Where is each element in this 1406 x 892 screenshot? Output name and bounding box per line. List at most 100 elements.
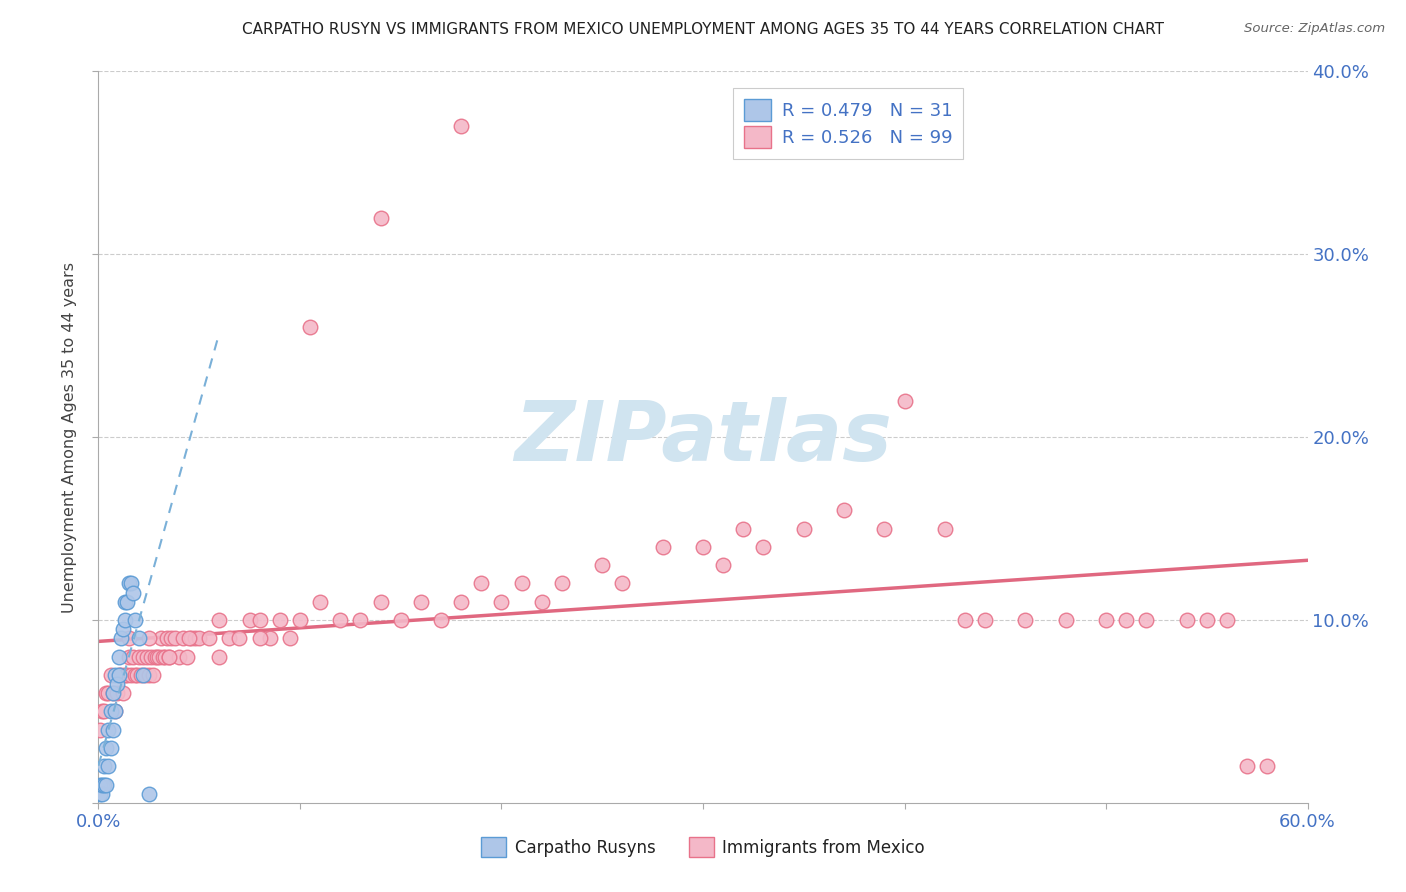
Point xyxy=(172,632,194,646)
Point xyxy=(269,613,291,627)
Point xyxy=(138,632,160,646)
Point xyxy=(128,649,150,664)
Point xyxy=(114,594,136,608)
Point xyxy=(149,632,172,646)
Point xyxy=(733,521,755,535)
Point xyxy=(97,686,120,700)
Point xyxy=(114,613,136,627)
Point xyxy=(146,649,169,664)
Point xyxy=(124,613,146,627)
Point xyxy=(118,649,141,664)
Point xyxy=(1195,613,1218,627)
Point xyxy=(299,320,322,334)
Point xyxy=(148,649,170,664)
Point xyxy=(101,686,124,700)
Point xyxy=(1236,759,1258,773)
Point xyxy=(278,632,301,646)
Point xyxy=(91,705,114,719)
Point xyxy=(873,521,896,535)
Point xyxy=(450,120,472,134)
Point xyxy=(121,649,143,664)
Point xyxy=(153,649,176,664)
Point xyxy=(89,778,111,792)
Point xyxy=(134,667,156,681)
Point xyxy=(1054,613,1077,627)
Point xyxy=(228,632,250,646)
Point xyxy=(208,649,231,664)
Point xyxy=(100,740,122,755)
Point xyxy=(93,759,115,773)
Point xyxy=(110,667,132,681)
Point xyxy=(176,649,198,664)
Point xyxy=(389,613,412,627)
Point xyxy=(752,540,775,554)
Y-axis label: Unemployment Among Ages 35 to 44 years: Unemployment Among Ages 35 to 44 years xyxy=(62,261,77,613)
Point xyxy=(103,705,125,719)
Point xyxy=(107,667,129,681)
Point xyxy=(132,667,155,681)
Point xyxy=(974,613,997,627)
Point xyxy=(103,705,125,719)
Point xyxy=(370,211,392,225)
Point xyxy=(111,686,134,700)
Text: ZIPatlas: ZIPatlas xyxy=(515,397,891,477)
Point xyxy=(349,613,371,627)
Point xyxy=(651,540,673,554)
Point xyxy=(218,632,240,646)
Point xyxy=(163,632,186,646)
Point xyxy=(89,787,111,801)
Text: Source: ZipAtlas.com: Source: ZipAtlas.com xyxy=(1244,22,1385,36)
Point xyxy=(138,787,160,801)
Point xyxy=(893,393,915,408)
Point xyxy=(288,613,311,627)
Point xyxy=(96,778,118,792)
Point xyxy=(249,613,271,627)
Point xyxy=(156,632,179,646)
Point xyxy=(711,558,734,573)
Point xyxy=(591,558,613,573)
Point xyxy=(121,585,143,599)
Point xyxy=(132,649,155,664)
Point xyxy=(612,576,634,591)
Point xyxy=(1095,613,1118,627)
Point xyxy=(184,632,207,646)
Point xyxy=(103,667,125,681)
Point xyxy=(101,723,124,737)
Point xyxy=(97,759,120,773)
Point xyxy=(370,594,392,608)
Point xyxy=(198,632,221,646)
Point xyxy=(259,632,281,646)
Point xyxy=(832,503,855,517)
Point xyxy=(91,787,114,801)
Point xyxy=(138,667,160,681)
Point xyxy=(152,649,174,664)
Point xyxy=(139,649,162,664)
Point xyxy=(491,594,513,608)
Point xyxy=(1216,613,1239,627)
Point xyxy=(430,613,453,627)
Point xyxy=(125,667,148,681)
Point xyxy=(692,540,714,554)
Point xyxy=(793,521,815,535)
Point xyxy=(143,649,166,664)
Point xyxy=(239,613,262,627)
Point xyxy=(129,667,152,681)
Point xyxy=(208,613,231,627)
Point xyxy=(120,576,142,591)
Point xyxy=(89,723,111,737)
Point xyxy=(167,649,190,664)
Point xyxy=(188,632,211,646)
Point xyxy=(135,649,157,664)
Point xyxy=(1115,613,1137,627)
Point xyxy=(160,632,183,646)
Point xyxy=(96,740,118,755)
Point xyxy=(107,649,129,664)
Point xyxy=(105,686,128,700)
Point xyxy=(118,576,141,591)
Point xyxy=(93,778,115,792)
Point xyxy=(96,686,118,700)
Point xyxy=(1135,613,1157,627)
Point xyxy=(179,632,201,646)
Point xyxy=(470,576,492,591)
Point xyxy=(111,622,134,636)
